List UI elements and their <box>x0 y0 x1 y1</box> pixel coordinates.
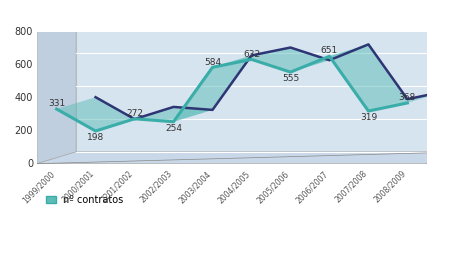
Polygon shape <box>56 97 134 131</box>
Text: 651: 651 <box>320 46 338 55</box>
Polygon shape <box>76 20 463 152</box>
Text: 272: 272 <box>126 109 143 118</box>
Polygon shape <box>37 20 76 164</box>
Polygon shape <box>329 44 407 111</box>
Text: 2201/2002: 2201/2002 <box>99 169 134 204</box>
Polygon shape <box>290 44 368 72</box>
Polygon shape <box>212 48 290 67</box>
Text: 254: 254 <box>165 124 181 133</box>
Text: 555: 555 <box>281 74 299 83</box>
Text: 368: 368 <box>398 93 415 102</box>
Polygon shape <box>37 152 463 164</box>
Text: 2003/2004: 2003/2004 <box>176 169 212 205</box>
Polygon shape <box>95 107 173 131</box>
Polygon shape <box>251 48 329 72</box>
Text: 2008/2009: 2008/2009 <box>371 169 407 205</box>
Text: 2005/2006: 2005/2006 <box>254 169 290 205</box>
Text: 319: 319 <box>359 113 376 122</box>
Text: 2006/2007: 2006/2007 <box>293 169 329 205</box>
Legend: nº contratos: nº contratos <box>42 191 127 209</box>
Text: 331: 331 <box>48 99 65 108</box>
Text: 2002/2003: 2002/2003 <box>138 169 173 205</box>
Text: 2000/2001: 2000/2001 <box>60 169 95 205</box>
Text: 632: 632 <box>243 50 259 59</box>
Text: 1999/2000: 1999/2000 <box>21 169 56 205</box>
Polygon shape <box>173 55 251 122</box>
Text: 200: 200 <box>15 126 33 136</box>
Text: 0: 0 <box>27 159 33 169</box>
Text: 2004/2005: 2004/2005 <box>215 169 251 205</box>
Text: 198: 198 <box>87 133 104 142</box>
Text: 600: 600 <box>15 60 33 70</box>
Text: 400: 400 <box>15 93 33 103</box>
Text: 584: 584 <box>204 58 220 67</box>
Polygon shape <box>134 107 212 122</box>
Text: 2007/2008: 2007/2008 <box>332 169 368 205</box>
Text: 800: 800 <box>15 27 33 37</box>
Polygon shape <box>368 91 445 111</box>
